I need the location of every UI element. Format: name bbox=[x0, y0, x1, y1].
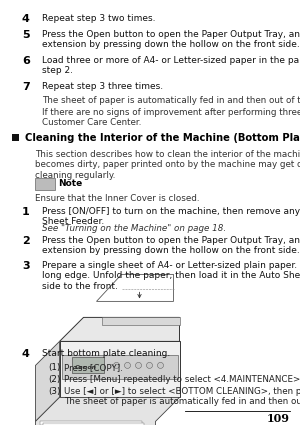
Circle shape bbox=[146, 363, 152, 368]
Text: If there are no signs of improvement after performing three times, contact the C: If there are no signs of improvement aft… bbox=[42, 108, 300, 128]
Text: 3: 3 bbox=[22, 261, 30, 271]
Text: Press [Menu] repeatedly to select <4.MAINTENANCE>.: Press [Menu] repeatedly to select <4.MAI… bbox=[64, 375, 300, 384]
Text: Load three or more of A4- or Letter-sized paper in the paper source you selected: Load three or more of A4- or Letter-size… bbox=[42, 56, 300, 75]
Text: Use [◄] or [►] to select <BOTTOM CLEANING>, then press [OK].
The sheet of paper : Use [◄] or [►] to select <BOTTOM CLEANIN… bbox=[64, 387, 300, 406]
Polygon shape bbox=[43, 423, 143, 425]
Text: Ensure that the Inner Cover is closed.: Ensure that the Inner Cover is closed. bbox=[35, 194, 200, 203]
Text: Canon: Canon bbox=[74, 365, 97, 370]
Polygon shape bbox=[59, 341, 179, 397]
Text: Note: Note bbox=[58, 179, 82, 188]
Text: 5: 5 bbox=[22, 30, 30, 40]
Text: 109: 109 bbox=[267, 413, 290, 424]
Text: 7: 7 bbox=[22, 82, 30, 92]
Bar bbox=[35, 178, 55, 190]
Text: Repeat step 3 two times.: Repeat step 3 two times. bbox=[42, 14, 155, 23]
Text: Press [ON/OFF] to turn on the machine, then remove any paper from the Auto
Sheet: Press [ON/OFF] to turn on the machine, t… bbox=[42, 207, 300, 227]
Polygon shape bbox=[35, 341, 59, 422]
Text: (1): (1) bbox=[48, 363, 60, 372]
Text: Repeat step 3 three times.: Repeat step 3 three times. bbox=[42, 82, 163, 91]
Text: 2: 2 bbox=[22, 236, 30, 246]
Text: Cleaning the Interior of the Machine (Bottom Plate Cleaning): Cleaning the Interior of the Machine (Bo… bbox=[25, 133, 300, 143]
Text: The sheet of paper is automatically fed in and then out of the machine.: The sheet of paper is automatically fed … bbox=[42, 96, 300, 105]
Text: Press the Open button to open the Paper Output Tray, and open up and set the
ext: Press the Open button to open the Paper … bbox=[42, 30, 300, 49]
Polygon shape bbox=[35, 397, 179, 425]
Text: 4: 4 bbox=[22, 14, 30, 24]
Text: (2): (2) bbox=[48, 375, 60, 384]
Text: Prepare a single sheet of A4- or Letter-sized plain paper. Fold it in half along: Prepare a single sheet of A4- or Letter-… bbox=[42, 261, 300, 291]
Text: This section describes how to clean the interior of the machine. If the interior: This section describes how to clean the … bbox=[35, 150, 300, 180]
Polygon shape bbox=[71, 357, 103, 374]
Polygon shape bbox=[61, 355, 178, 380]
Polygon shape bbox=[40, 422, 142, 425]
Text: Press [COPY].: Press [COPY]. bbox=[64, 363, 123, 372]
Circle shape bbox=[113, 363, 119, 368]
Text: (3): (3) bbox=[48, 387, 61, 396]
Text: 1: 1 bbox=[22, 207, 30, 217]
Circle shape bbox=[124, 363, 130, 368]
Text: 6: 6 bbox=[22, 56, 30, 66]
Text: See "Turning on the Machine" on page 18.: See "Turning on the Machine" on page 18. bbox=[42, 224, 226, 233]
Circle shape bbox=[158, 363, 164, 368]
Polygon shape bbox=[101, 317, 179, 326]
Text: Press the Open button to open the Paper Output Tray, and open up and set the
ext: Press the Open button to open the Paper … bbox=[42, 236, 300, 255]
Text: 4: 4 bbox=[22, 349, 30, 359]
Bar bbox=[12, 134, 19, 141]
Circle shape bbox=[136, 363, 142, 368]
Text: Start bottom plate cleaning.: Start bottom plate cleaning. bbox=[42, 349, 170, 358]
Polygon shape bbox=[59, 317, 179, 341]
Polygon shape bbox=[97, 275, 173, 301]
